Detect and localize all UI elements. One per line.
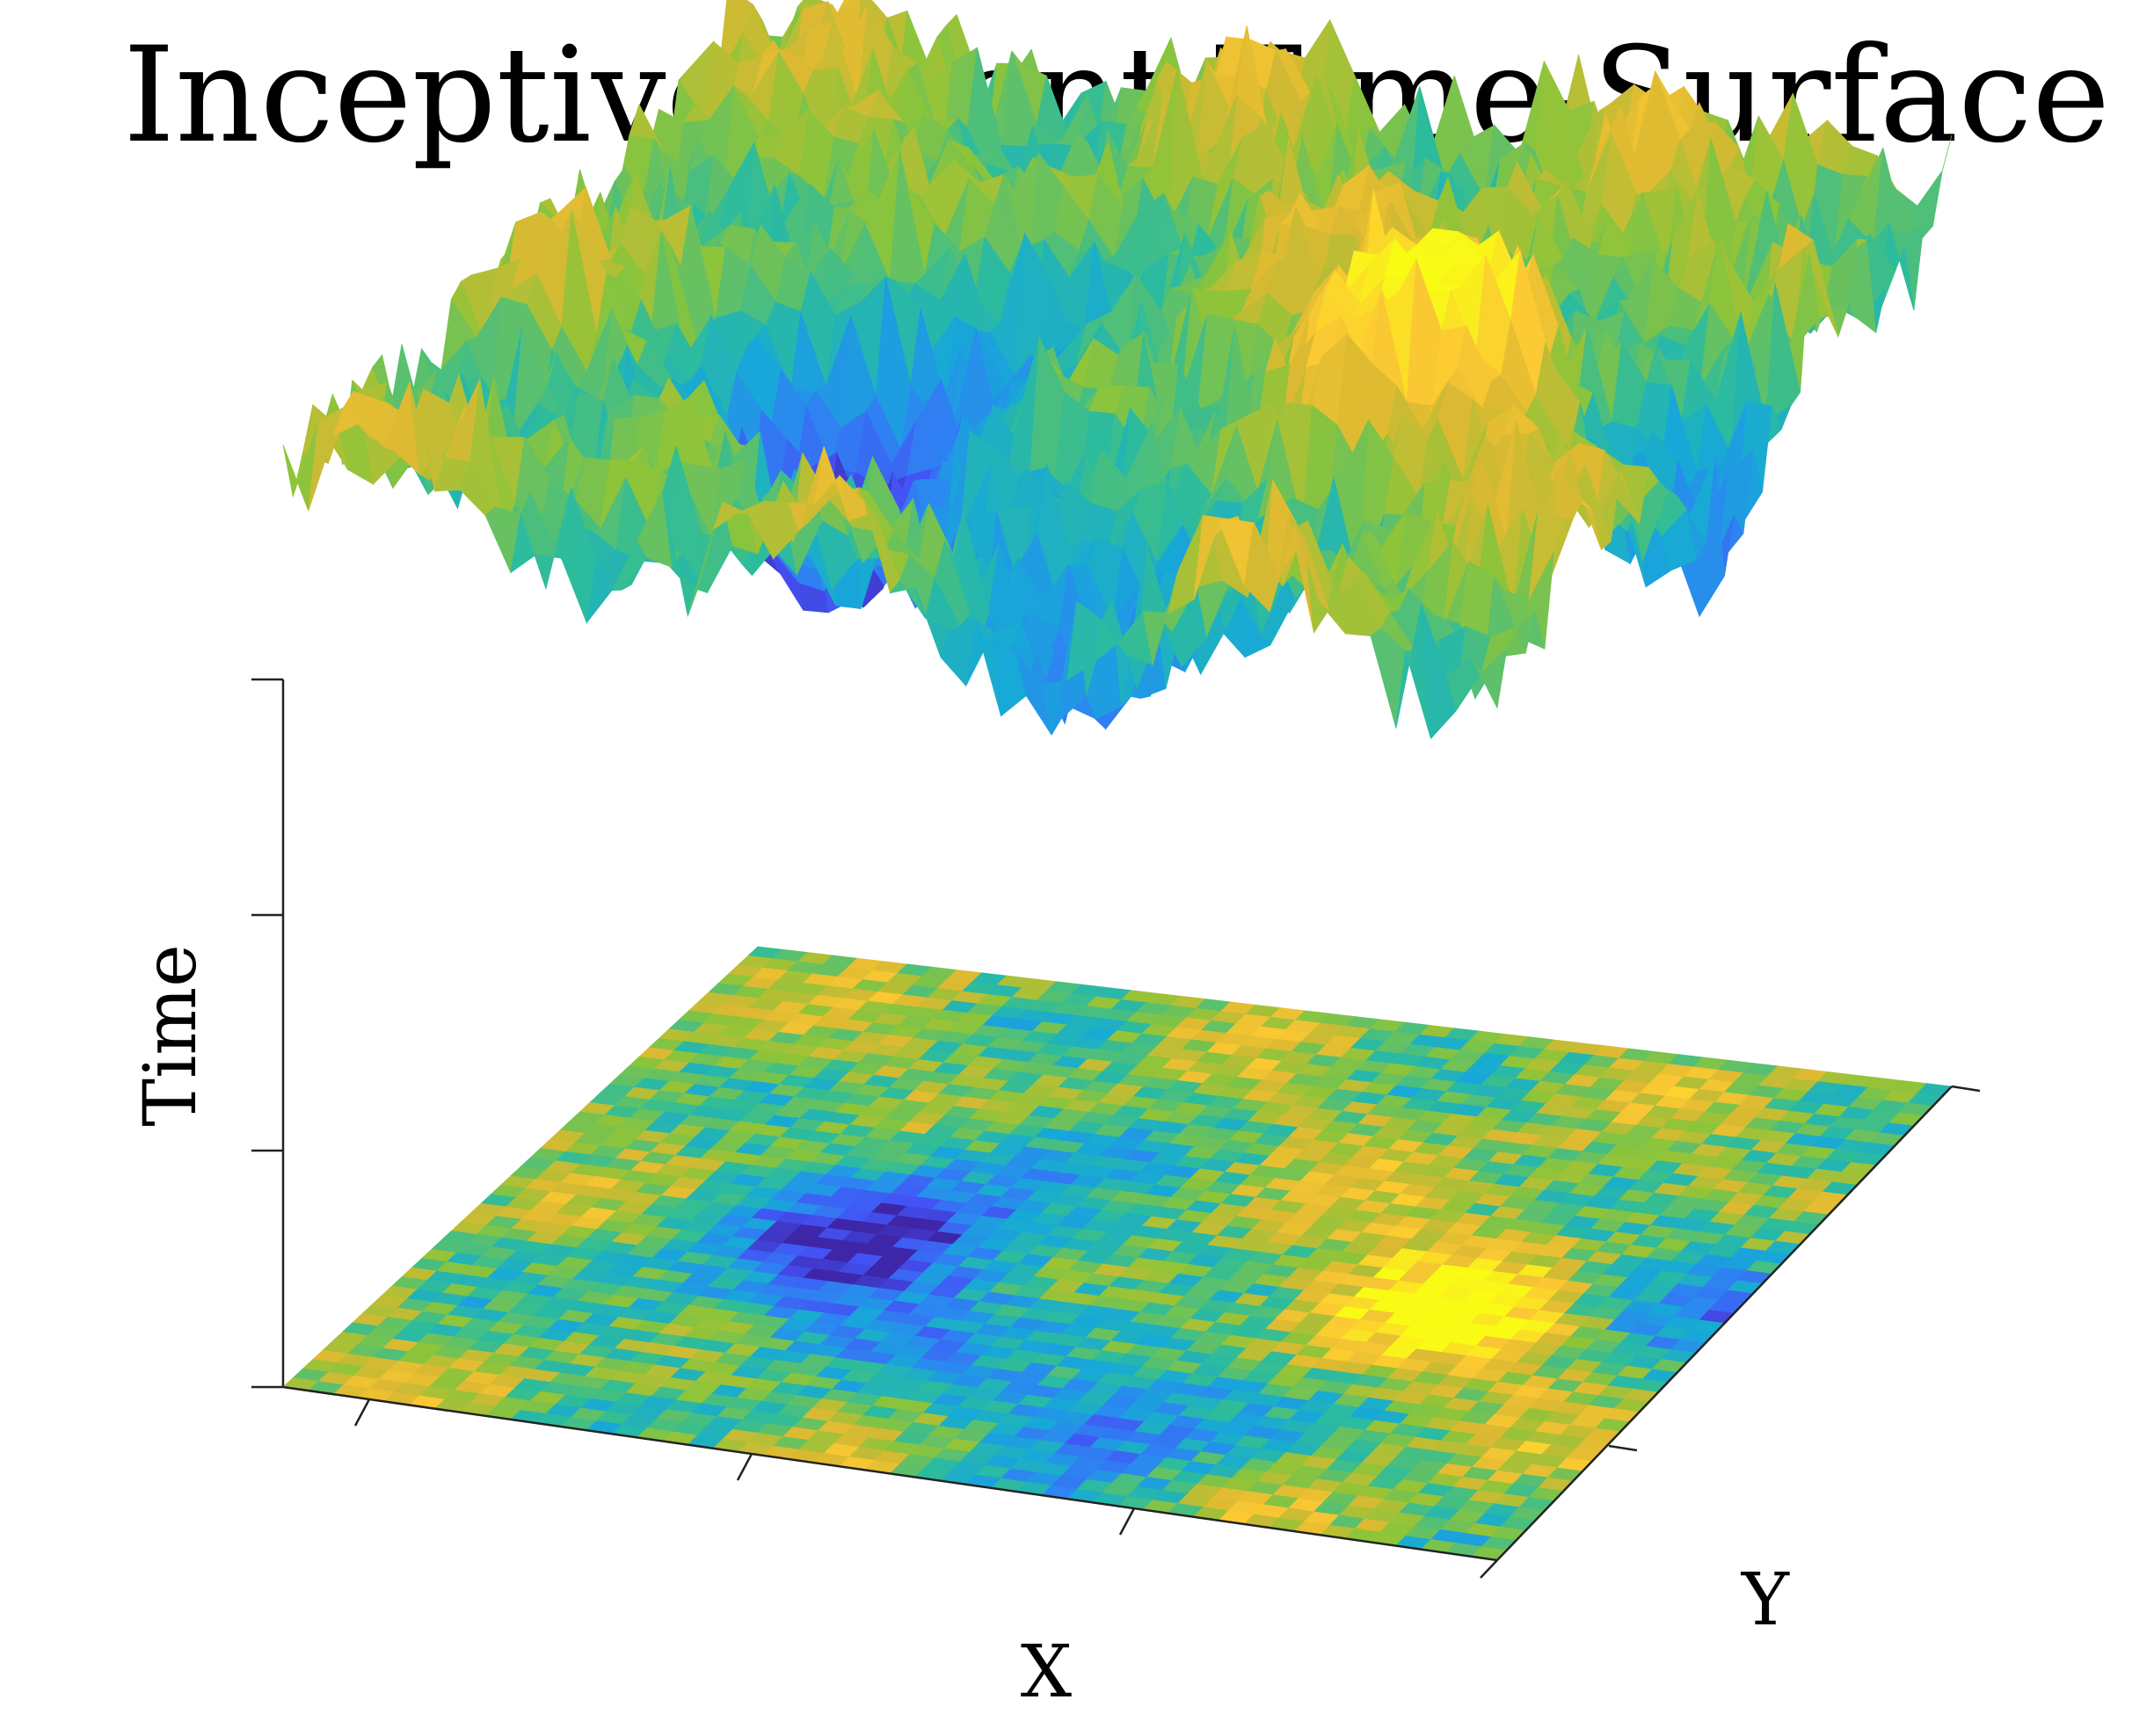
x-axis-label: X: [1021, 1631, 1072, 1714]
y-axis-label: Y: [1741, 1558, 1790, 1642]
z-axis: Time: [129, 678, 285, 1389]
z-axis-label: Time: [129, 944, 213, 1126]
base-colour-map: [282, 946, 1953, 1561]
